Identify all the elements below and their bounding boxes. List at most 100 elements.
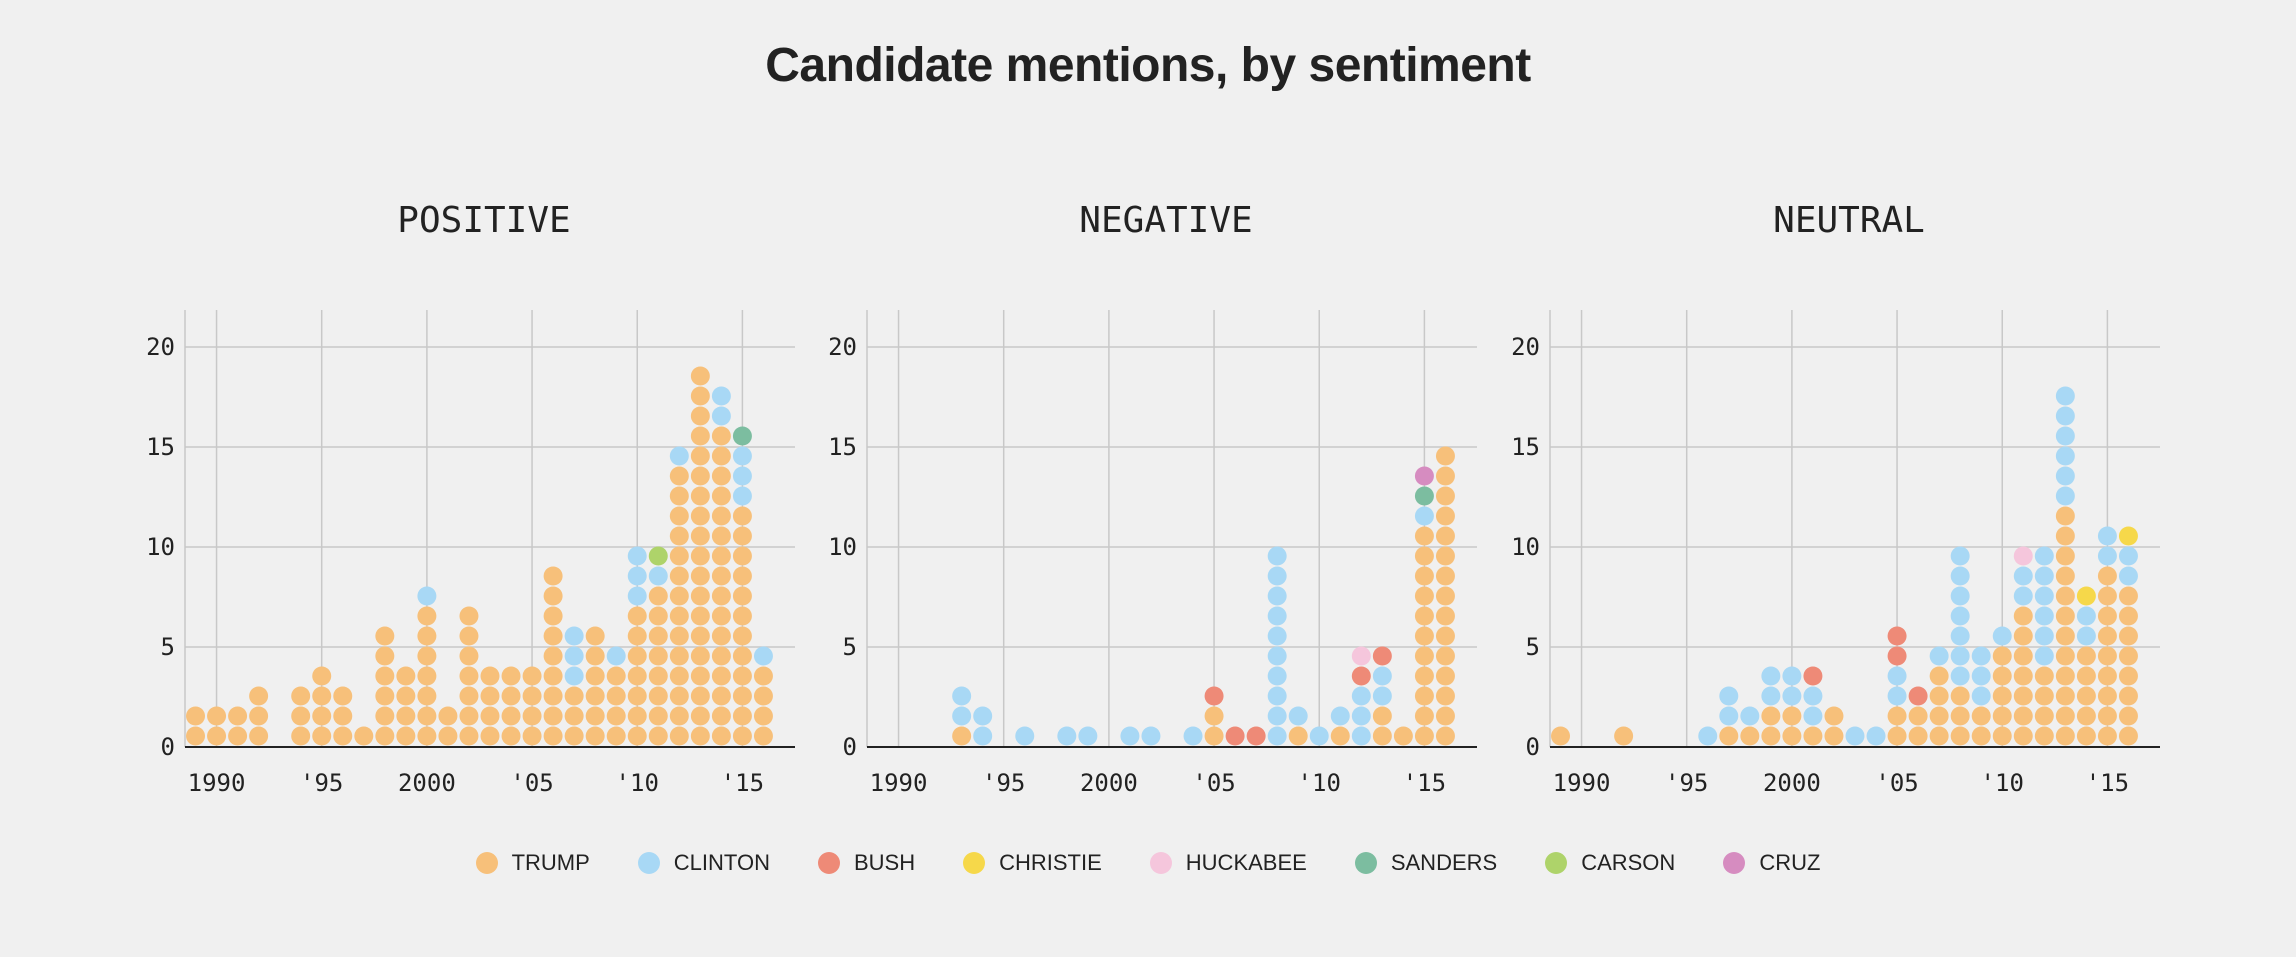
legend-label: SANDERS — [1390, 850, 1498, 875]
dot-trump — [417, 626, 437, 646]
dot-trump — [2076, 646, 2096, 666]
dot-trump — [1887, 706, 1907, 726]
dot-trump — [627, 666, 647, 686]
dot-trump — [1908, 726, 1928, 746]
dot-trump — [1950, 726, 1970, 746]
dot-trump — [606, 686, 626, 706]
legend-item-bush: BUSH — [817, 850, 915, 876]
dot-trump — [627, 606, 647, 626]
dot-clinton — [2118, 546, 2138, 566]
dot-trump — [2097, 686, 2117, 706]
dot-clinton — [1719, 686, 1739, 706]
dot-trump — [2097, 626, 2117, 646]
dot-trump — [753, 726, 773, 746]
dot-trump — [1435, 586, 1455, 606]
dot-clinton — [1267, 646, 1287, 666]
dot-clinton — [1351, 726, 1371, 746]
dot-trump — [585, 726, 605, 746]
legend-item-cruz: CRUZ — [1723, 850, 1820, 876]
dot-trump — [312, 686, 332, 706]
y-tick-label: 10 — [828, 533, 857, 561]
dot-clinton — [1372, 686, 1392, 706]
dot-trump — [522, 706, 542, 726]
dot-trump — [690, 406, 710, 426]
x-tick-label: '05 — [1192, 769, 1235, 797]
dot-trump — [732, 726, 752, 746]
y-tick-label: 15 — [146, 433, 175, 461]
dot-trump — [690, 706, 710, 726]
dot-trump — [459, 706, 479, 726]
dot-trump — [690, 426, 710, 446]
x-tick-label: '10 — [1981, 769, 2024, 797]
dot-trump — [711, 586, 731, 606]
x-tick-label: '95 — [982, 769, 1025, 797]
dot-trump — [669, 586, 689, 606]
dot-trump — [2034, 706, 2054, 726]
dot-clinton — [1845, 726, 1865, 746]
dot-trump — [375, 666, 395, 686]
dot-trump — [1950, 706, 1970, 726]
legend-label: CHRISTIE — [999, 850, 1102, 875]
dot-trump — [690, 726, 710, 746]
dot-trump — [1908, 706, 1928, 726]
dot-trump — [2055, 566, 2075, 586]
dot-trump — [2055, 586, 2075, 606]
dot-trump — [711, 466, 731, 486]
dot-trump — [2118, 586, 2138, 606]
dot-trump — [606, 666, 626, 686]
dot-trump — [1887, 726, 1907, 746]
dot-clinton — [2055, 486, 2075, 506]
dot-trump — [1414, 646, 1434, 666]
dot-huckabee — [1351, 646, 1371, 666]
dot-trump — [2013, 706, 2033, 726]
dot-clinton — [1057, 726, 1077, 746]
dot-trump — [648, 586, 668, 606]
dot-trump — [711, 606, 731, 626]
dot-clinton — [669, 446, 689, 466]
legend-swatch — [475, 852, 498, 874]
dot-trump — [501, 666, 521, 686]
dot-trump — [2055, 626, 2075, 646]
panel-negative: NEGATIVE 0 5 10 15 20 1990 '95 2000 '05 '10 '15 — [828, 200, 1477, 797]
dot-bush — [1372, 646, 1392, 666]
dot-trump — [690, 526, 710, 546]
y-tick-label: 0 — [843, 733, 857, 761]
dot-trump — [417, 646, 437, 666]
dot-trump — [543, 666, 563, 686]
dot-clinton — [1309, 726, 1329, 746]
panel-title: POSITIVE — [397, 200, 570, 241]
dot-christie — [2076, 586, 2096, 606]
dot-clinton — [1950, 546, 1970, 566]
dot-clinton — [1267, 546, 1287, 566]
dot-trump — [1435, 546, 1455, 566]
dot-trump — [669, 466, 689, 486]
dot-trump — [1971, 726, 1991, 746]
dot-clinton — [1351, 686, 1371, 706]
dot-trump — [606, 726, 626, 746]
dot-trump — [2097, 726, 2117, 746]
dot-clinton — [1950, 626, 1970, 646]
dot-trump — [690, 586, 710, 606]
dot-trump — [186, 706, 206, 726]
dot-clinton — [2013, 586, 2033, 606]
dot-trump — [711, 526, 731, 546]
dot-bush — [1908, 686, 1928, 706]
dot-trump — [2055, 526, 2075, 546]
dot-clinton — [564, 646, 584, 666]
dot-trump — [1414, 726, 1434, 746]
dot-trump — [375, 726, 395, 746]
dot-trump — [501, 686, 521, 706]
x-tick-label: 1990 — [188, 769, 246, 797]
dot-clinton — [1015, 726, 1035, 746]
legend-swatch — [1354, 852, 1377, 874]
dot-trump — [732, 626, 752, 646]
legend-item-carson: CARSON — [1545, 850, 1675, 876]
dot-trump — [2097, 566, 2117, 586]
dot-clinton — [1698, 726, 1718, 746]
x-tick-label: '10 — [616, 769, 659, 797]
dot-clinton — [1950, 646, 1970, 666]
dot-trump — [690, 646, 710, 666]
dot-trump — [2013, 686, 2033, 706]
dot-clinton — [1078, 726, 1098, 746]
dot-trump — [2118, 606, 2138, 626]
